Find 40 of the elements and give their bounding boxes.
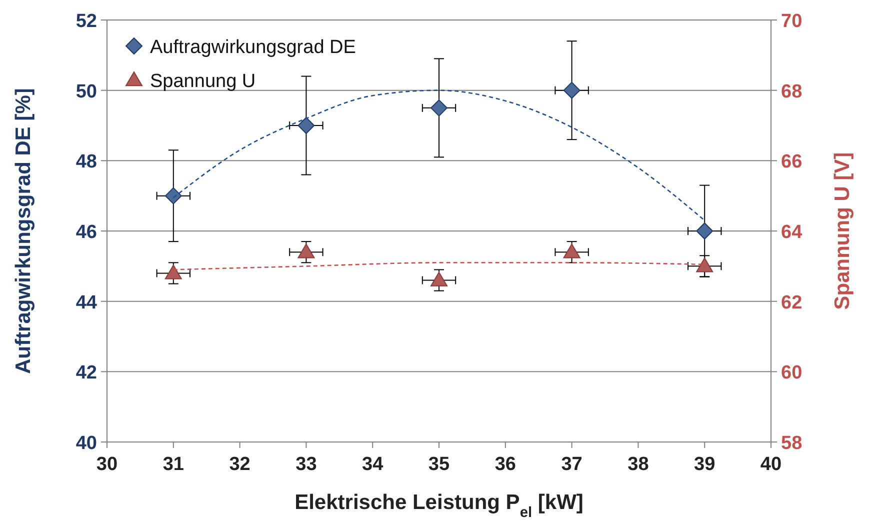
y2-tick-label: 62 xyxy=(781,292,802,314)
y2-axis-title: Spannung U [V] xyxy=(831,152,854,310)
y-tick-label: 40 xyxy=(76,433,97,454)
y-axis-title: Auftragwirkungsgrad DE [%] xyxy=(12,88,35,374)
x-tick-label: 37 xyxy=(561,454,582,475)
x-tick-label: 30 xyxy=(96,454,118,475)
point xyxy=(430,99,448,116)
y2-tick-label: 64 xyxy=(781,222,803,243)
x-tick-label: 32 xyxy=(229,454,250,475)
point xyxy=(298,244,315,258)
point xyxy=(430,272,448,286)
x-tick-label: 34 xyxy=(362,454,384,475)
y2-tick-label: 58 xyxy=(781,433,802,454)
point xyxy=(563,82,580,99)
x-tick-label: 38 xyxy=(628,454,649,475)
point xyxy=(164,187,182,204)
x-tick-label: 35 xyxy=(428,454,450,475)
y2-tick-label: 68 xyxy=(781,81,802,102)
x-tick-label: 33 xyxy=(296,454,317,475)
y-tick-label: 52 xyxy=(76,11,97,32)
point xyxy=(696,222,714,240)
y2-tick-label: 60 xyxy=(781,362,802,384)
y-tick-label: 42 xyxy=(76,362,97,384)
y2-tick-label: 66 xyxy=(781,152,802,173)
y2-tick-label: 70 xyxy=(781,11,802,32)
x-tick-label: 31 xyxy=(162,454,184,475)
x-tick-label: 36 xyxy=(494,454,516,475)
legend-label: Spannung U xyxy=(150,71,256,92)
x-axis-title: Elektrische Leistung P$_{el}$ [kW] xyxy=(294,491,584,521)
point xyxy=(164,264,182,280)
legend-label: Auftragwirkungsgrad DE xyxy=(150,37,356,58)
y-tick-label: 44 xyxy=(76,292,98,314)
x-tick-label: 40 xyxy=(760,454,782,475)
y-tick-label: 48 xyxy=(76,152,97,173)
y-tick-label: 46 xyxy=(76,222,97,243)
y-tick-label: 50 xyxy=(76,81,97,102)
point xyxy=(298,117,315,134)
x-tick-label: 39 xyxy=(694,454,716,475)
point xyxy=(563,244,580,258)
point xyxy=(696,258,714,272)
